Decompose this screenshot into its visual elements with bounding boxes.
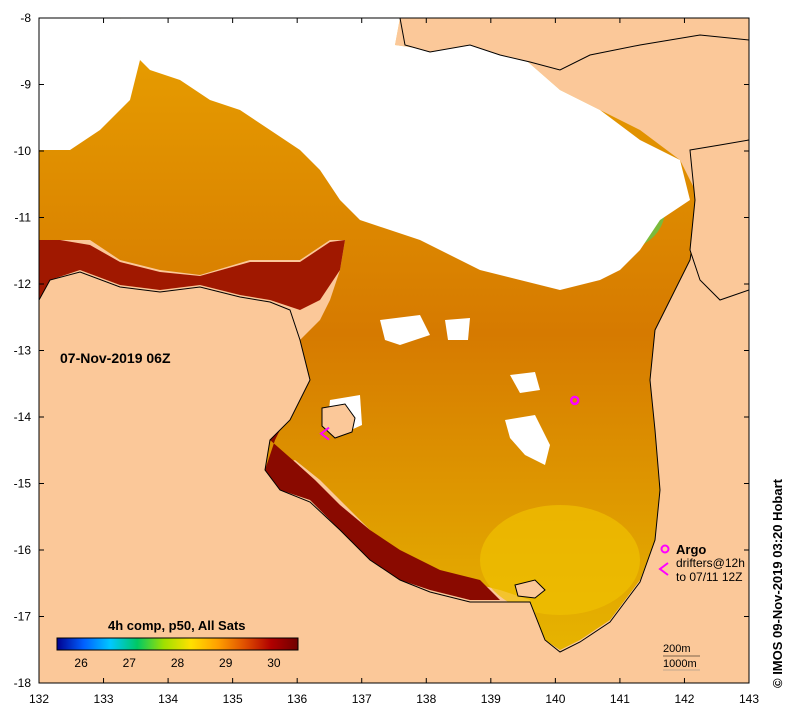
argo-key-icon	[660, 544, 670, 554]
lon-tick-label: 132	[29, 692, 49, 706]
cloud-mask-west	[39, 18, 140, 150]
lon-tick-label: 134	[158, 692, 178, 706]
lat-tick-label: -13	[14, 344, 32, 358]
lat-tick-label: -17	[14, 610, 32, 624]
legend-tick-label: 28	[171, 656, 185, 670]
mornington-island	[514, 579, 546, 599]
legend: 4h comp, p50, All Sats 26 27 28 29 30	[56, 618, 299, 670]
depth-1000-label: 1000m	[663, 658, 697, 670]
drifter-key-icon	[658, 562, 669, 576]
legend-tick-label: 26	[74, 656, 88, 670]
legend-colorbar	[56, 637, 299, 651]
latitude-axis: -8 -9 -10 -11 -12 -13 -14 -15 -16 -17 -18	[14, 11, 749, 690]
groote-eylandt	[321, 403, 356, 439]
sst-warm-coast-north	[39, 240, 345, 310]
cloud-mask-north	[120, 18, 690, 290]
legend-title: 4h comp, p50, All Sats	[108, 618, 246, 633]
legend-tick-label: 30	[267, 656, 281, 670]
lon-tick-label: 137	[352, 692, 372, 706]
lon-tick-label: 141	[610, 692, 630, 706]
lon-tick-label: 140	[545, 692, 565, 706]
cloud-patch-3	[505, 415, 550, 465]
lon-tick-label: 135	[223, 692, 243, 706]
lat-tick-label: -14	[14, 410, 32, 424]
credit-label: © IMOS 09-Nov-2019 03:20 Hobart	[770, 479, 785, 688]
drifter-marker	[319, 426, 330, 441]
date-label: 07-Nov-2019 06Z	[60, 350, 171, 366]
argo-float-marker	[569, 395, 580, 406]
drifter-key-date: to 07/11 12Z	[676, 570, 743, 584]
legend-tick-label: 29	[219, 656, 233, 670]
lat-tick-label: -10	[14, 144, 32, 158]
lat-tick-label: -8	[20, 11, 31, 25]
lat-tick-label: -15	[14, 477, 32, 491]
lat-tick-label: -16	[14, 543, 32, 557]
lon-tick-label: 136	[287, 692, 307, 706]
depth-200-label: 200m	[663, 643, 691, 655]
land-east-cape	[689, 139, 749, 301]
argo-key-label: Argo	[676, 542, 706, 557]
lon-tick-label: 133	[94, 692, 114, 706]
lat-tick-label: -11	[15, 211, 32, 225]
legend-tick-label: 27	[123, 656, 137, 670]
marker-key: Argo drifters@12h to 07/11 12Z 200m 1000…	[658, 542, 745, 671]
land-north-island	[399, 18, 749, 71]
map-panel	[39, 18, 749, 683]
drifter-key-label: drifters@12h	[676, 556, 745, 570]
lon-tick-label: 139	[481, 692, 501, 706]
cloud-patch-1	[380, 315, 430, 345]
sst-warm-coast-west	[265, 360, 500, 600]
lon-tick-label: 142	[674, 692, 694, 706]
lat-tick-label: -9	[20, 78, 31, 92]
lon-tick-label: 143	[739, 692, 759, 706]
sst-cool-patch	[480, 505, 640, 615]
lat-tick-label: -18	[14, 676, 32, 690]
lat-tick-label: -12	[14, 277, 32, 291]
land-south-coast	[39, 139, 749, 683]
cloud-patch-4	[445, 318, 470, 340]
markers	[319, 395, 580, 441]
cloud-patch-2	[510, 372, 540, 393]
lon-tick-label: 138	[416, 692, 436, 706]
legend-ticks: 26 27 28 29 30	[74, 656, 280, 670]
longitude-axis: 132 133 134 135 136 137 138 139 140 141 142 143	[29, 18, 759, 706]
